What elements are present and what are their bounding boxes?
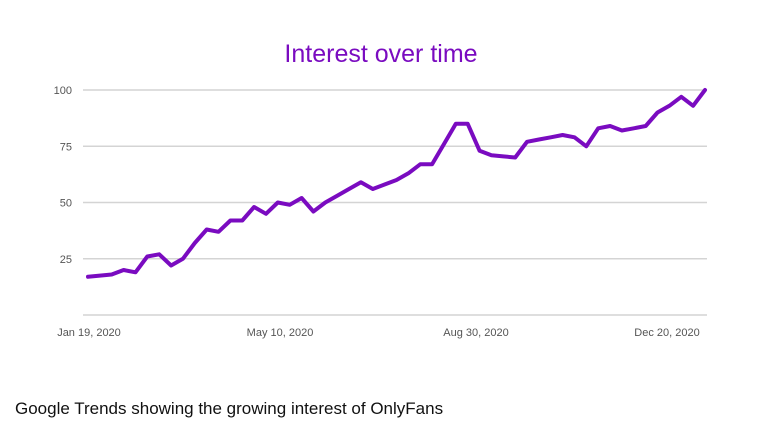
y-tick-label: 25 xyxy=(60,254,72,266)
x-tick-label: Dec 20, 2020 xyxy=(634,327,699,339)
x-tick-label: May 10, 2020 xyxy=(247,327,314,339)
x-axis-ticks: Jan 19, 2020 May 10, 2020 Aug 30, 2020 Dec … xyxy=(57,327,700,339)
x-tick-label: Jan 19, 2020 xyxy=(57,327,121,339)
y-tick-label: 100 xyxy=(54,85,72,97)
y-tick-label: 75 xyxy=(60,141,72,153)
x-tick-label: Aug 30, 2020 xyxy=(443,327,508,339)
series-line xyxy=(86,88,707,279)
y-tick-label: 50 xyxy=(60,198,72,210)
figure-caption: Google Trends showing the growing intere… xyxy=(15,399,444,418)
chart-title: Interest over time xyxy=(284,40,477,68)
gridlines xyxy=(83,89,707,316)
y-axis-ticks: 25 50 75 100 xyxy=(54,85,72,266)
series-layer xyxy=(86,88,707,279)
